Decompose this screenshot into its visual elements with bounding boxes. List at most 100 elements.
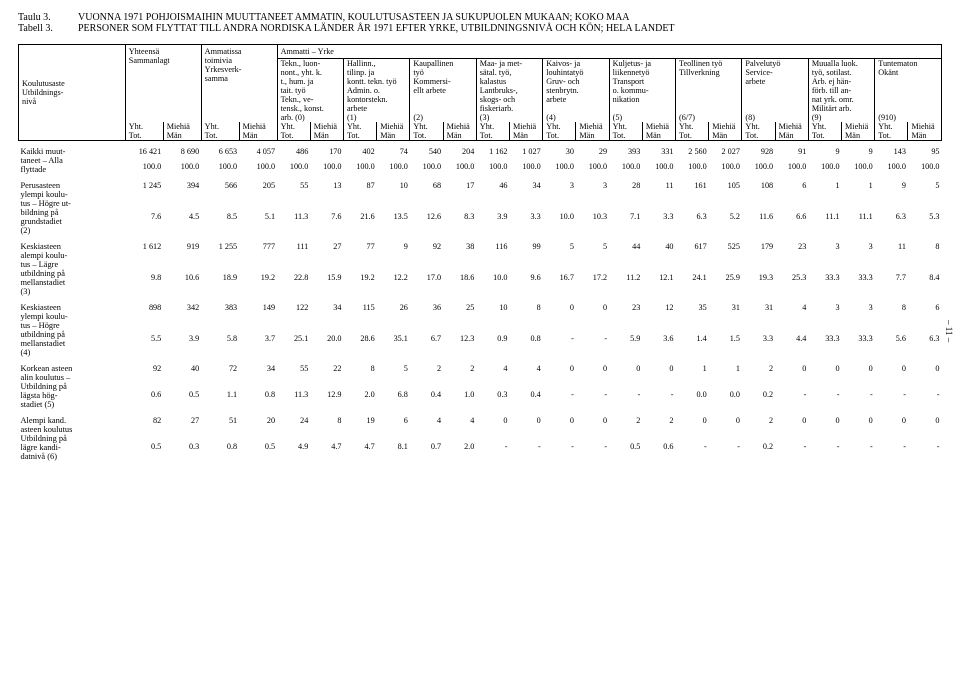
- cell-abs-5-22: 0: [875, 410, 908, 441]
- cell-pct-0-9: 100.0: [443, 161, 476, 175]
- cell-pct-3-17: 1.5: [709, 333, 742, 358]
- cell-pct-1-6: 21.6: [343, 211, 376, 236]
- cell-abs-0-9: 204: [443, 141, 476, 162]
- sub-mie-10: Miehiä Män: [842, 122, 875, 141]
- cell-pct-3-2: 5.8: [201, 333, 239, 358]
- cell-pct-5-4: 4.9: [277, 441, 310, 462]
- cell-abs-4-3: 34: [239, 358, 277, 389]
- cell-pct-5-5: 4.7: [310, 441, 343, 462]
- cell-abs-4-7: 5: [377, 358, 410, 389]
- cell-pct-0-3: 100.0: [239, 161, 277, 175]
- cell-abs-0-23: 95: [908, 141, 942, 162]
- col-group-6: Teollinen työ Tillverkning (6/7): [676, 59, 742, 123]
- col-group-8: Muualla luok. työ, sotilast. Arb. ej hän…: [808, 59, 874, 123]
- page-number: – 11 –: [944, 320, 954, 342]
- cell-pct-3-4: 25.1: [277, 333, 310, 358]
- cell-abs-0-14: 393: [609, 141, 642, 162]
- cell-pct-5-22: -: [875, 441, 908, 462]
- cell-pct-1-9: 8.3: [443, 211, 476, 236]
- cell-pct-4-12: -: [543, 389, 576, 410]
- cell-abs-0-21: 9: [842, 141, 875, 162]
- cell-pct-5-9: 2.0: [443, 441, 476, 462]
- cell-abs-0-19: 91: [775, 141, 808, 162]
- col-group-9: Tuntematon Okänt (910): [875, 59, 942, 123]
- cell-pct-5-15: 0.6: [642, 441, 675, 462]
- cell-pct-0-11: 100.0: [510, 161, 543, 175]
- cell-abs-4-6: 8: [343, 358, 376, 389]
- cell-pct-2-16: 24.1: [676, 272, 709, 297]
- cell-abs-2-11: 99: [510, 236, 543, 272]
- cell-abs-1-20: 1: [808, 175, 841, 211]
- sub-mie-2: Miehiä Män: [310, 122, 343, 141]
- col-yhteensa: Yhteensä Sammanlagt: [125, 45, 201, 123]
- sub-yht-9: Yht. Tot.: [742, 122, 775, 141]
- cell-abs-5-7: 6: [377, 410, 410, 441]
- cell-abs-0-0: 16 421: [125, 141, 163, 162]
- cell-pct-4-1: 0.5: [163, 389, 201, 410]
- cell-abs-5-1: 27: [163, 410, 201, 441]
- cell-pct-0-22: 100.0: [875, 161, 908, 175]
- cell-pct-0-13: 100.0: [576, 161, 609, 175]
- cell-abs-5-5: 8: [310, 410, 343, 441]
- cell-pct-2-12: 16.7: [543, 272, 576, 297]
- cell-abs-3-20: 3: [808, 297, 841, 333]
- cell-pct-3-12: -: [543, 333, 576, 358]
- cell-pct-2-22: 7.7: [875, 272, 908, 297]
- cell-abs-5-8: 4: [410, 410, 443, 441]
- cell-pct-5-2: 0.8: [201, 441, 239, 462]
- cell-pct-5-3: 0.5: [239, 441, 277, 462]
- cell-pct-1-23: 5.3: [908, 211, 942, 236]
- cell-abs-1-17: 105: [709, 175, 742, 211]
- cell-abs-1-6: 87: [343, 175, 376, 211]
- col-group-title: Ammatti – Yrke: [277, 45, 941, 59]
- cell-abs-2-12: 5: [543, 236, 576, 272]
- cell-abs-4-5: 22: [310, 358, 343, 389]
- cell-pct-0-19: 100.0: [775, 161, 808, 175]
- cell-abs-0-20: 9: [808, 141, 841, 162]
- cell-pct-3-0: 5.5: [125, 333, 163, 358]
- cell-abs-3-17: 31: [709, 297, 742, 333]
- cell-pct-2-20: 33.3: [808, 272, 841, 297]
- cell-pct-1-22: 6.3: [875, 211, 908, 236]
- cell-abs-3-11: 8: [510, 297, 543, 333]
- col-group-3: Maa- ja met- sätal. työ, kalastus Lantbr…: [476, 59, 542, 123]
- cell-pct-0-6: 100.0: [343, 161, 376, 175]
- sub-yht-6: Yht. Tot.: [543, 122, 576, 141]
- cell-abs-5-18: 2: [742, 410, 775, 441]
- cell-abs-2-14: 44: [609, 236, 642, 272]
- cell-pct-4-14: -: [609, 389, 642, 410]
- cell-abs-4-22: 0: [875, 358, 908, 389]
- cell-pct-3-21: 33.3: [842, 333, 875, 358]
- cell-pct-1-5: 7.6: [310, 211, 343, 236]
- cell-abs-1-11: 34: [510, 175, 543, 211]
- cell-abs-1-13: 3: [576, 175, 609, 211]
- cell-abs-3-21: 3: [842, 297, 875, 333]
- title-sv-text: PERSONER SOM FLYTTAT TILL ANDRA NORDISKA…: [78, 23, 675, 34]
- cell-abs-2-15: 40: [642, 236, 675, 272]
- cell-pct-3-9: 12.3: [443, 333, 476, 358]
- col-group-2: Kaupallinen työ Kommersi- ellt arbete (2…: [410, 59, 476, 123]
- cell-pct-3-22: 5.6: [875, 333, 908, 358]
- cell-pct-5-0: 0.5: [125, 441, 163, 462]
- cell-abs-5-0: 82: [125, 410, 163, 441]
- cell-pct-4-8: 0.4: [410, 389, 443, 410]
- cell-abs-4-1: 40: [163, 358, 201, 389]
- title-sv-label: Tabell 3.: [18, 23, 78, 34]
- cell-abs-5-14: 2: [609, 410, 642, 441]
- cell-abs-3-7: 26: [377, 297, 410, 333]
- cell-pct-3-13: -: [576, 333, 609, 358]
- cell-pct-5-13: -: [576, 441, 609, 462]
- sub-yht-0: Yht. Tot.: [125, 122, 163, 141]
- cell-abs-3-8: 36: [410, 297, 443, 333]
- cell-abs-4-15: 0: [642, 358, 675, 389]
- cell-abs-2-23: 8: [908, 236, 942, 272]
- title-fi-text: VUONNA 1971 POHJOISMAIHIN MUUTTANEET AMM…: [78, 12, 630, 23]
- cell-abs-5-11: 0: [510, 410, 543, 441]
- cell-pct-2-7: 12.2: [377, 272, 410, 297]
- cell-pct-1-15: 3.3: [642, 211, 675, 236]
- cell-abs-0-17: 2 027: [709, 141, 742, 162]
- cell-abs-2-16: 617: [676, 236, 709, 272]
- cell-abs-0-6: 402: [343, 141, 376, 162]
- cell-pct-4-10: 0.3: [476, 389, 509, 410]
- cell-pct-3-20: 33.3: [808, 333, 841, 358]
